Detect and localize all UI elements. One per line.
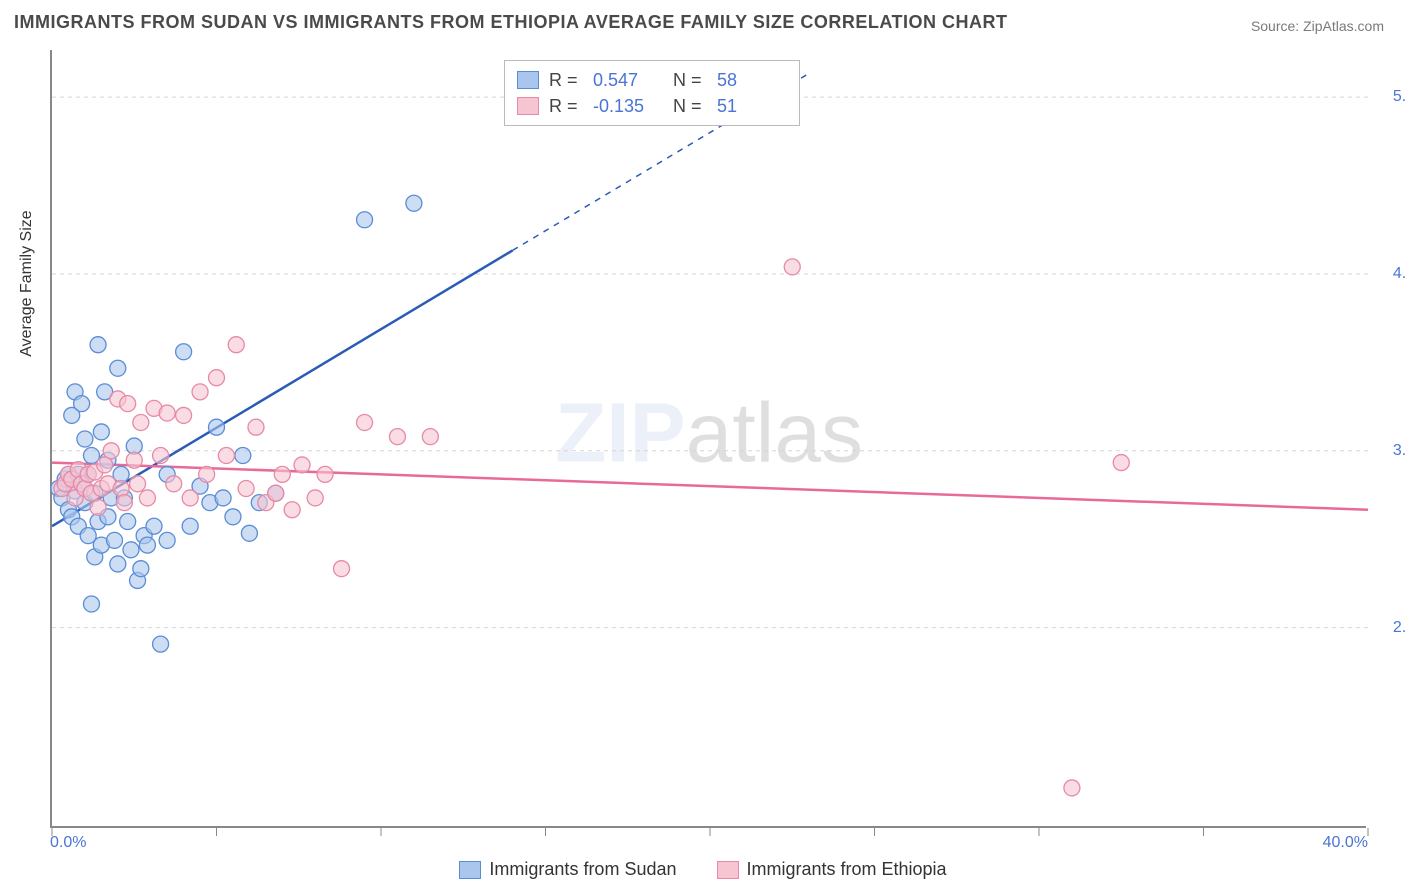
plot-area: ZIPatlas R = 0.547 N = 58 R = -0.135 N =… bbox=[50, 50, 1366, 828]
r-label-2: R = bbox=[549, 96, 583, 117]
y-axis-label: Average Family Size bbox=[18, 210, 36, 356]
bottom-legend: Immigrants from Sudan Immigrants from Et… bbox=[0, 859, 1406, 880]
y-tick-label: 5.00 bbox=[1393, 88, 1406, 106]
legend-item-pink: Immigrants from Ethiopia bbox=[717, 859, 947, 880]
legend-blue-label: Immigrants from Sudan bbox=[489, 859, 676, 880]
pink-swatch-icon bbox=[517, 97, 539, 115]
y-tick-label: 3.50 bbox=[1393, 442, 1406, 460]
stats-legend: R = 0.547 N = 58 R = -0.135 N = 51 bbox=[504, 60, 800, 126]
y-tick-label: 2.75 bbox=[1393, 619, 1406, 637]
legend-pink-label: Immigrants from Ethiopia bbox=[747, 859, 947, 880]
stats-row-blue: R = 0.547 N = 58 bbox=[517, 67, 787, 93]
chart-title: IMMIGRANTS FROM SUDAN VS IMMIGRANTS FROM… bbox=[14, 12, 1008, 33]
x-axis-max-label: 40.0% bbox=[1323, 834, 1368, 852]
blue-r-value: 0.547 bbox=[593, 70, 663, 91]
y-tick-label: 4.25 bbox=[1393, 265, 1406, 283]
blue-swatch-icon bbox=[517, 71, 539, 89]
pink-r-value: -0.135 bbox=[593, 96, 663, 117]
blue-n-value: 58 bbox=[717, 70, 787, 91]
n-label-2: N = bbox=[673, 96, 707, 117]
x-axis-min-label: 0.0% bbox=[50, 834, 86, 852]
legend-item-blue: Immigrants from Sudan bbox=[459, 859, 676, 880]
r-label: R = bbox=[549, 70, 583, 91]
blue-swatch-icon bbox=[459, 861, 481, 879]
n-label: N = bbox=[673, 70, 707, 91]
chart-svg bbox=[52, 50, 1366, 826]
stats-row-pink: R = -0.135 N = 51 bbox=[517, 93, 787, 119]
pink-swatch-icon bbox=[717, 861, 739, 879]
pink-n-value: 51 bbox=[717, 96, 787, 117]
source-label: Source: ZipAtlas.com bbox=[1251, 18, 1384, 34]
